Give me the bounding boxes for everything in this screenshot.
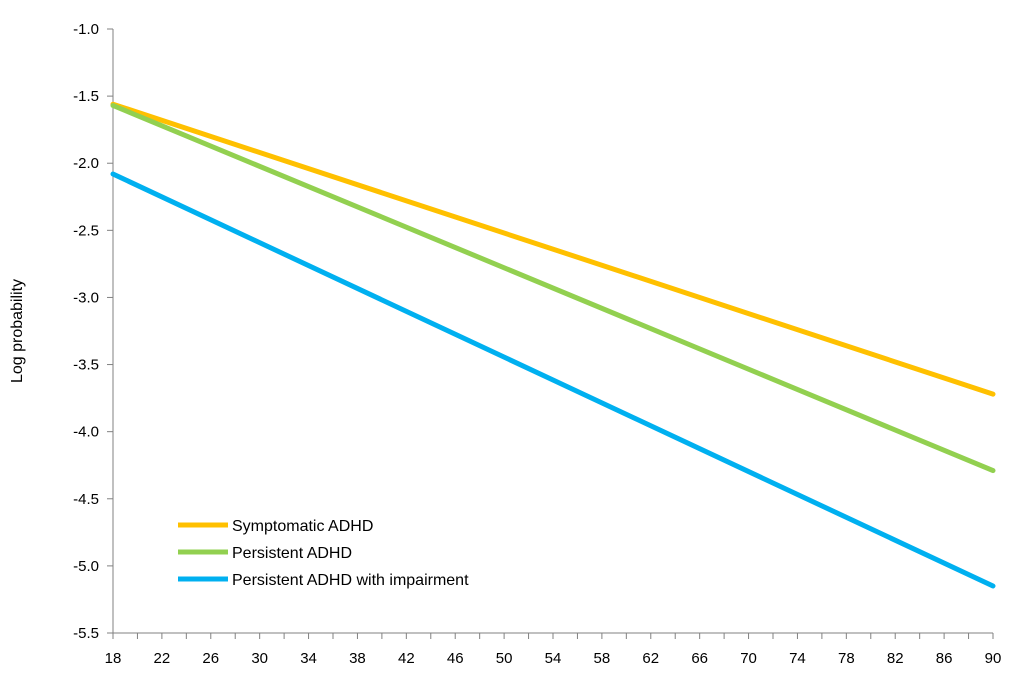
x-tick-label: 42 [398, 650, 415, 667]
x-tick-label: 66 [691, 650, 708, 667]
x-tick-label: 90 [985, 650, 1002, 667]
legend: Symptomatic ADHD Persistent ADHD Persisten… [178, 518, 469, 589]
y-tick-label: -5.0 [73, 558, 99, 575]
x-tick-label: 70 [740, 650, 757, 667]
x-tick-label: 18 [105, 650, 122, 667]
y-tick-label: -5.5 [73, 625, 99, 642]
x-tick-label: 46 [447, 650, 464, 667]
x-tick-label: 34 [300, 650, 317, 667]
x-tick-label: 62 [642, 650, 659, 667]
x-tick-label: 78 [838, 650, 855, 667]
x-tick-label: 82 [887, 650, 904, 667]
x-tick-label: 58 [594, 650, 611, 667]
y-tick-label: -3.0 [73, 289, 99, 306]
y-tick-label: -2.5 [73, 222, 99, 239]
series-lines [110, 101, 996, 589]
y-tick-label: -1.0 [73, 21, 99, 38]
y-tick-label: -3.5 [73, 357, 99, 374]
x-tick-label: 22 [154, 650, 171, 667]
x-tick-label: 86 [936, 650, 953, 667]
x-tick-label: 74 [789, 650, 806, 667]
legend-label: Persistent ADHD [232, 545, 352, 562]
y-axis-title: Log probability [9, 279, 26, 383]
y-tick-label: -2.0 [73, 155, 99, 172]
x-tick-label: 26 [202, 650, 219, 667]
y-tick-label: -4.5 [73, 491, 99, 508]
y-tick-label: -1.5 [73, 88, 99, 105]
x-tick-label: 38 [349, 650, 366, 667]
series-line-2 [110, 103, 996, 474]
x-tick-label: 30 [251, 650, 268, 667]
x-tick-label: 54 [545, 650, 562, 667]
axes: -1.0 -1.5 -2.0 -2.5 -3.0 -3.5 -4.0 -4.5 -5.0 -5.5… [73, 21, 1001, 667]
series-line-3 [110, 171, 996, 589]
legend-label: Persistent ADHD with impairment [232, 572, 469, 589]
y-tick-label: -4.0 [73, 424, 99, 441]
series-line-1 [110, 101, 996, 397]
legend-label: Symptomatic ADHD [232, 518, 373, 535]
x-tick-label: 50 [496, 650, 513, 667]
